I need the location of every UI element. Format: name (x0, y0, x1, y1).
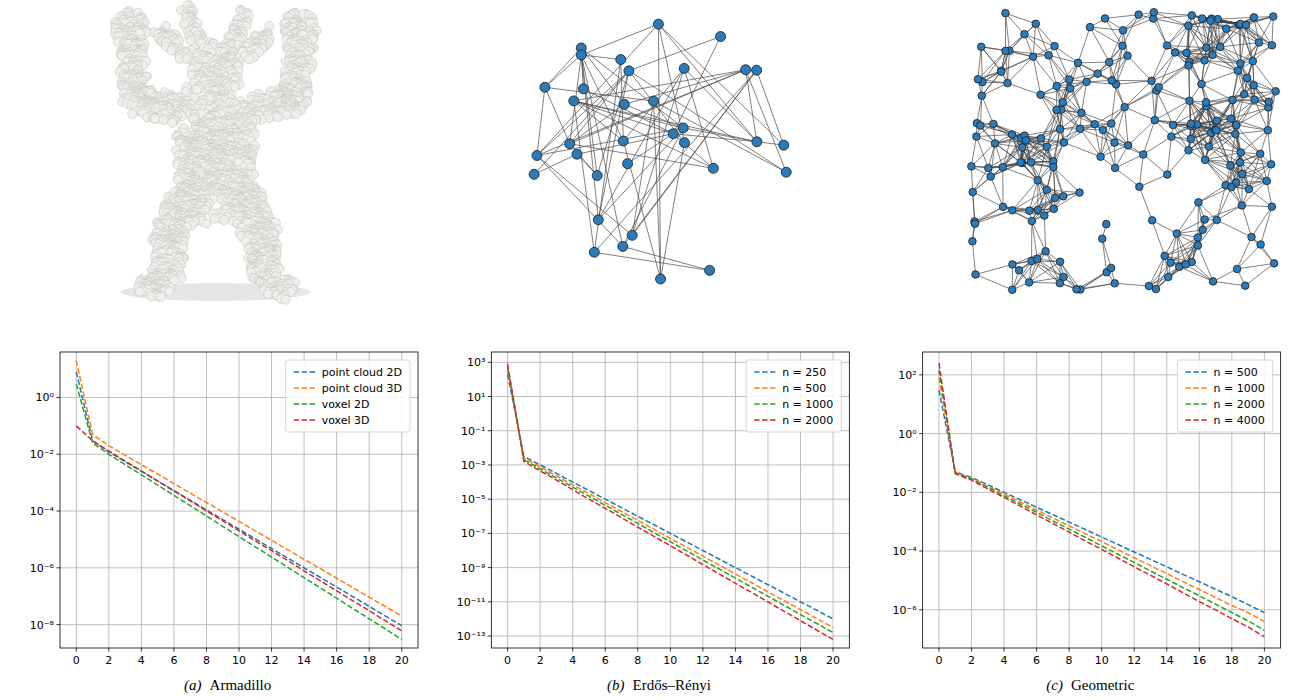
point (128, 109, 137, 118)
point (150, 114, 159, 123)
point (168, 118, 177, 127)
point (245, 55, 254, 64)
point (273, 113, 282, 122)
armadillo-render (110, 1, 321, 304)
point (159, 115, 168, 124)
figure: 10⁰10⁻²10⁻⁴10⁻⁶10⁻⁸02468101214161820poin… (0, 0, 1294, 700)
point (291, 110, 300, 119)
point (167, 46, 176, 55)
